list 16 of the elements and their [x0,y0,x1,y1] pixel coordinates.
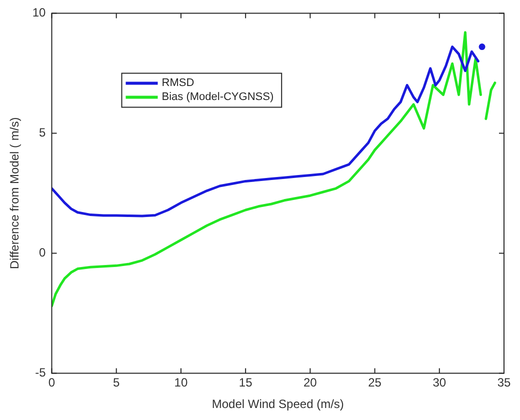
x-tick-label: 0 [48,376,56,390]
x-tick-label: 5 [113,376,120,390]
x-axis-title: Model Wind Speed (m/s) [212,397,344,412]
y-tick-label: -5 [35,366,46,380]
legend-label: Bias (Model-CYGNSS) [162,91,274,104]
y-axis-title: Difference from Model ( m/s) [8,117,22,270]
x-tick-label: 30 [432,376,446,390]
x-tick-label: 10 [174,376,188,390]
legend-label: RMSD [162,77,194,90]
x-tick-label: 25 [368,376,382,390]
x-tick-label: 35 [497,376,511,390]
x-tick-label: 15 [238,376,253,390]
y-tick-label: 10 [32,6,46,20]
x-tick-label: 20 [304,376,318,390]
y-tick-label: 0 [39,246,46,260]
y-tick-label: 5 [39,126,46,140]
